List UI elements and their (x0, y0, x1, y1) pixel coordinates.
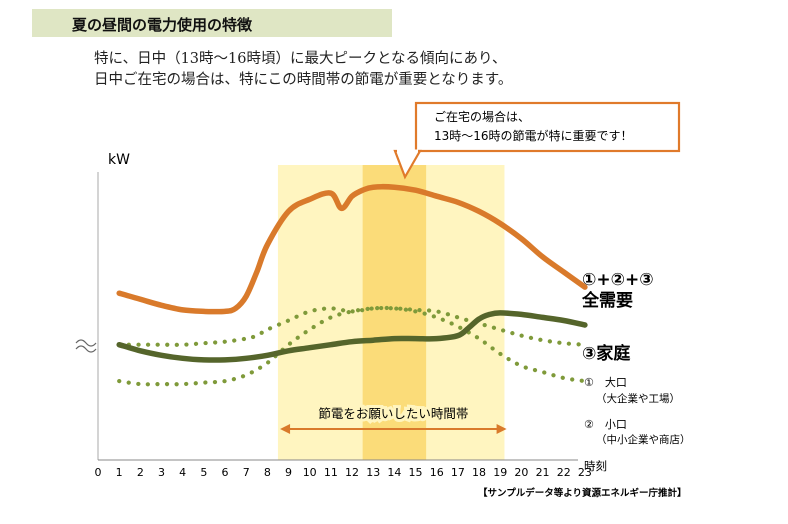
x-tick-label-19: 19 (493, 466, 507, 479)
legend-large-line1: ① 大口 (584, 375, 627, 389)
x-tick-label-11: 11 (324, 466, 338, 479)
y-axis-break (75, 339, 97, 353)
x-tick-label-16: 16 (430, 466, 444, 479)
section-title: 夏の昼間の電力使用の特徴 (72, 16, 253, 34)
bracket-right-arrow (496, 424, 507, 434)
legend-total-line1: ①+②+③ (582, 270, 654, 290)
x-tick-label-12: 12 (345, 466, 359, 479)
bracket-label: 節電をお願いしたい時間帯 (318, 406, 468, 421)
x-tick-label-17: 17 (451, 466, 465, 479)
series-line-total (116, 184, 588, 315)
x-tick-label-14: 14 (387, 466, 401, 479)
description: 特に、日中（13時〜16時頃）に最大ピークとなる傾向にあり、 日中ご在宅の場合は… (94, 49, 512, 91)
x-tick-label-15: 15 (409, 466, 423, 479)
x-tick-label-9: 9 (285, 466, 292, 479)
x-tick-label-3: 3 (158, 466, 165, 479)
bracket-left-arrow (280, 424, 291, 434)
x-tick-label-7: 7 (243, 466, 250, 479)
section-header: 夏の昼間の電力使用の特徴 (32, 9, 392, 37)
series-line-small (117, 305, 587, 387)
legend-home: ③家庭 (582, 343, 630, 364)
x-tick-label-20: 20 (514, 466, 528, 479)
legend-total-line2: 全需要 (581, 290, 633, 311)
x-tick-label-13: 13 (366, 466, 380, 479)
description-line-2: 日中ご在宅の場合は、特にこの時間帯の節電が重要となります。 (94, 72, 513, 88)
x-tick-label-5: 5 (200, 466, 207, 479)
x-tick-label-21: 21 (536, 466, 550, 479)
x-tick-label-10: 10 (303, 466, 317, 479)
x-axis-label: 時刻 (584, 459, 607, 473)
x-tick-label-22: 22 (557, 466, 571, 479)
x-tick-label-8: 8 (264, 466, 271, 479)
legend-small-line1: ② 小口 (584, 418, 627, 431)
x-tick-label-4: 4 (179, 466, 186, 479)
x-tick-label-6: 6 (222, 466, 229, 479)
description-line-1: 特に、日中（13時〜16時頃）に最大ピークとなる傾向にあり、 (94, 51, 507, 67)
callout-box (414, 101, 681, 153)
x-tick-label-18: 18 (472, 466, 486, 479)
callout: ご在宅の場合は、 13時〜16時の節電が特に重要です！ (393, 101, 681, 180)
x-tick-label-23: 23 (578, 466, 592, 479)
series-line-home (116, 310, 588, 363)
callout-line-2: 13時〜16時の節電が特に重要です！ (434, 128, 633, 143)
series-line-large (117, 305, 587, 347)
y-axis-label: kW (108, 152, 130, 168)
x-tick-label-1: 1 (116, 466, 123, 479)
legend-large-line2: （大企業や工場） (596, 392, 680, 405)
x-tick-label-2: 2 (137, 466, 144, 479)
bracket-annotation: 節電をお願いしたい時間帯 (280, 403, 507, 434)
legend-small-line2: （中小企業や商店） (596, 433, 691, 446)
source-note: 【サンプルデータ等より資源エネルギー庁推計】 (478, 487, 687, 499)
x-tick-label-0: 0 (95, 466, 102, 479)
callout-line-1: ご在宅の場合は、 (434, 109, 530, 124)
